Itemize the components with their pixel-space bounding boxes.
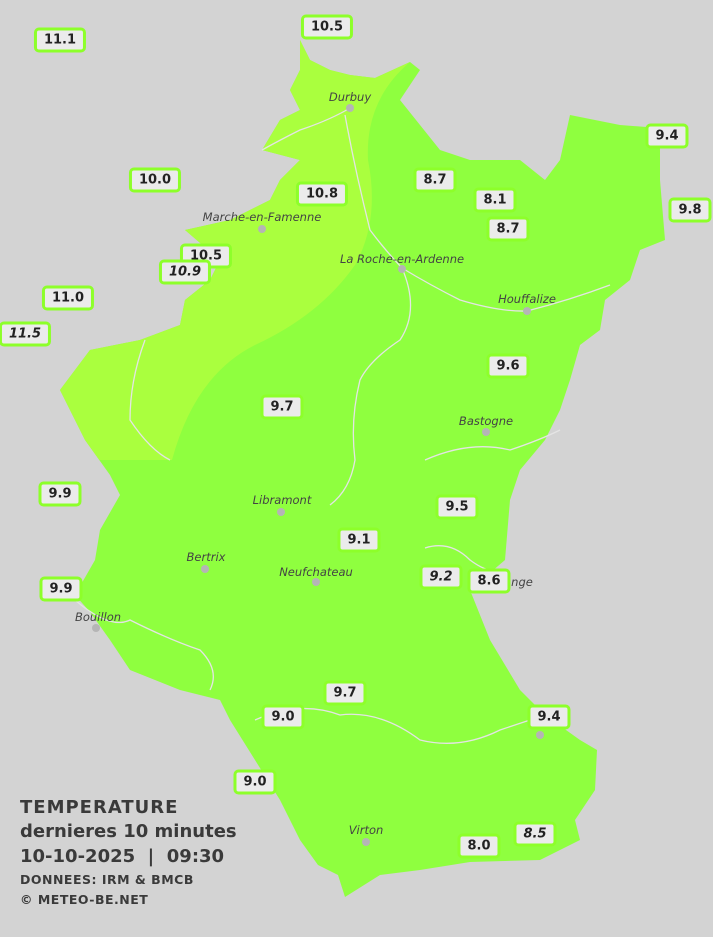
station-value: 9.8 [668, 197, 712, 223]
city-label-martelange: nge [511, 575, 533, 589]
station-value: 9.0 [233, 769, 277, 795]
station-value: 8.7 [413, 167, 457, 193]
city-label-houffalize: Houffalize [498, 292, 556, 306]
station-value: 9.6 [486, 353, 530, 379]
legend: TEMPERATURE dernieres 10 minutes 10-10-2… [20, 796, 237, 910]
station-value: 8.7 [486, 216, 530, 242]
legend-subtitle: dernieres 10 minutes [20, 821, 237, 842]
station-value: 10.8 [295, 181, 349, 207]
station-value: 9.9 [39, 576, 83, 602]
station-value: 8.6 [467, 568, 511, 594]
legend-copyright: © METEO-BE.NET [20, 892, 149, 907]
station-value: 11.0 [41, 285, 95, 311]
city-label-bertrix: Bertrix [186, 550, 226, 564]
station-value: 9.5 [435, 494, 479, 520]
rivers [74, 107, 611, 744]
city-label-bastogne: Bastogne [458, 414, 514, 428]
station-value: 9.0 [261, 704, 305, 730]
city-label-virton: Virton [348, 823, 384, 837]
station-value: 9.4 [645, 123, 689, 149]
city-label-libramont: Libramont [252, 493, 312, 507]
city-label-neufchateau: Neufchateau [279, 565, 353, 579]
station-value: 9.2 [419, 564, 463, 590]
legend-datetime: 10-10-2025 | 09:30 [20, 846, 225, 867]
station-value: 9.9 [38, 481, 82, 507]
station-value: 9.7 [323, 680, 367, 706]
city-label-bouillon: Bouillon [74, 610, 122, 624]
station-value: 8.1 [473, 187, 517, 213]
city-label-marche-en-famenne: Marche-en-Famenne [202, 210, 322, 224]
legend-source: DONNEES: IRM & BMCB [20, 872, 194, 887]
city-dots [92, 104, 544, 846]
station-value: 11.1 [33, 27, 87, 53]
province-area [60, 40, 665, 897]
station-value: 8.0 [457, 833, 501, 859]
city-label-durbuy: Durbuy [328, 90, 372, 104]
station-value: 9.4 [527, 704, 571, 730]
station-value: 9.7 [260, 394, 304, 420]
station-value: 10.9 [158, 259, 212, 285]
station-value: 9.1 [337, 527, 381, 553]
station-value: 10.0 [128, 167, 182, 193]
station-value: 10.5 [300, 14, 354, 40]
station-value: 11.5 [0, 321, 52, 347]
city-label-la-roche-en-ardenne: La Roche-en-Ardenne [339, 252, 465, 266]
station-value: 8.5 [513, 821, 557, 847]
legend-title: TEMPERATURE [20, 797, 179, 818]
